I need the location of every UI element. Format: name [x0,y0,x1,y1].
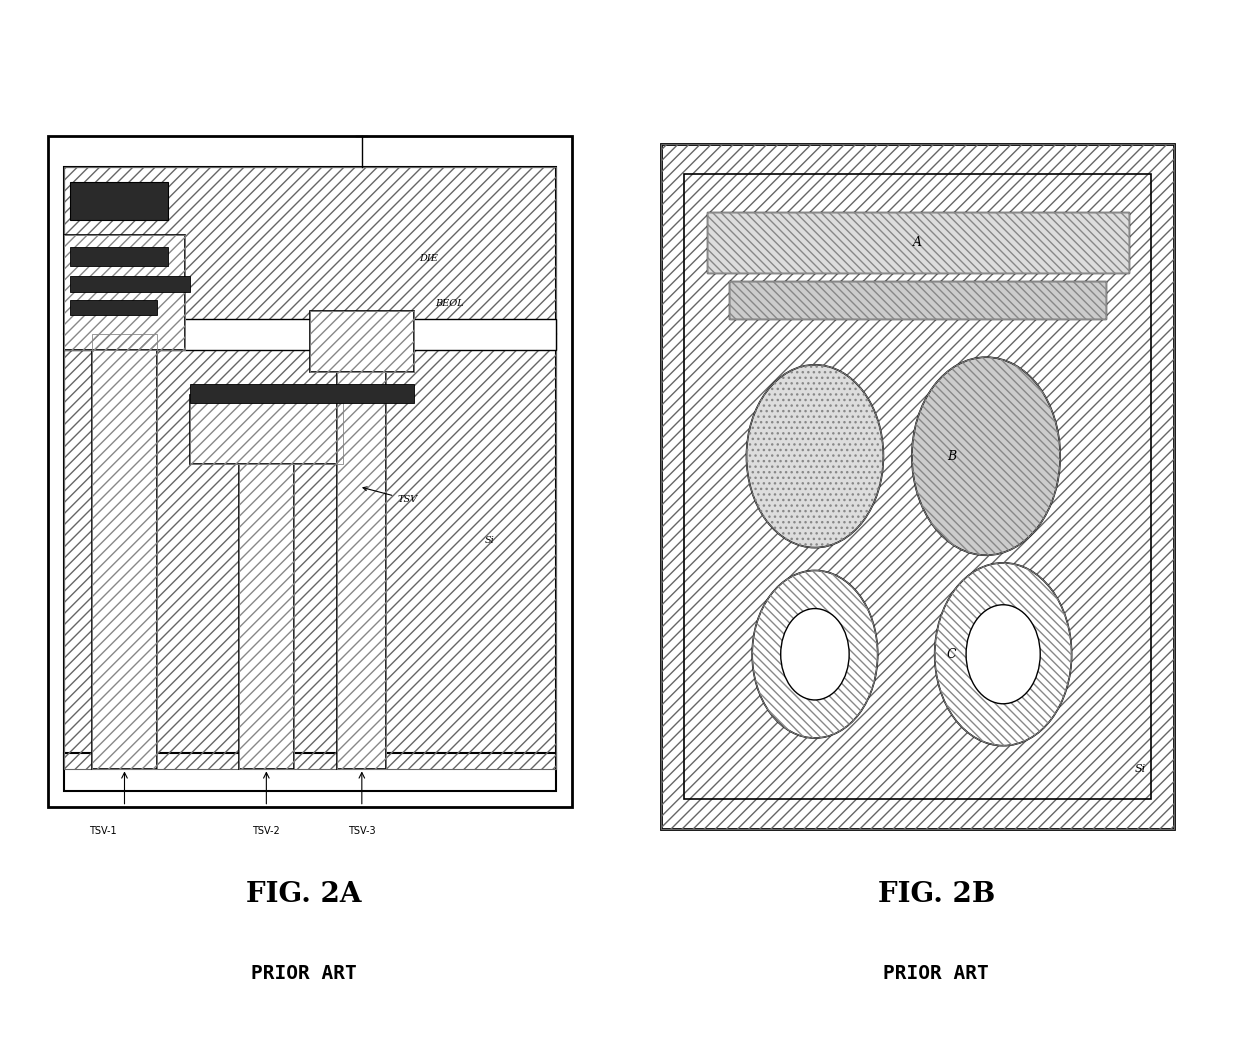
Bar [64,167,556,334]
Bar [729,281,1106,320]
Text: C: C [947,647,956,661]
Bar [707,213,1128,273]
Circle shape [935,563,1071,746]
Circle shape [966,605,1040,704]
Bar [707,213,1128,273]
Text: B: B [947,450,956,462]
Text: PRIOR ART: PRIOR ART [250,964,357,983]
Bar [64,334,556,768]
Bar [683,175,1152,799]
Bar [337,372,387,768]
Circle shape [753,570,878,738]
Text: BEOL: BEOL [435,299,464,308]
Bar [69,276,190,292]
Text: DIE: DIE [419,254,438,262]
Bar [310,311,414,372]
Text: FIG. 2B: FIG. 2B [878,880,994,908]
Bar [239,463,294,768]
Circle shape [911,358,1060,555]
Bar [64,320,556,349]
Circle shape [746,365,883,548]
Circle shape [781,608,849,700]
Bar [64,235,185,349]
Bar [64,320,556,349]
Text: TSV-2: TSV-2 [253,825,280,836]
Bar [190,396,342,463]
Text: TSV-3: TSV-3 [348,825,376,836]
Bar [69,182,169,220]
Bar [64,753,556,791]
Bar [92,334,157,768]
Text: FIG. 2A: FIG. 2A [246,880,362,908]
Text: PRIOR ART: PRIOR ART [883,964,990,983]
Text: A: A [913,236,923,250]
Text: TSV: TSV [363,487,418,504]
Bar [69,300,157,315]
Text: Si: Si [1135,764,1146,773]
Text: TSV-1: TSV-1 [89,825,117,836]
Bar [729,281,1106,320]
Bar [64,167,556,334]
Bar [64,235,185,349]
Bar [69,247,169,266]
Bar [239,463,294,768]
Bar [190,384,414,403]
Bar [48,136,572,806]
Bar [92,334,157,768]
Text: Si: Si [485,535,495,545]
Bar [64,334,556,768]
Bar [337,372,387,768]
Bar [310,311,414,372]
Bar [190,396,342,463]
